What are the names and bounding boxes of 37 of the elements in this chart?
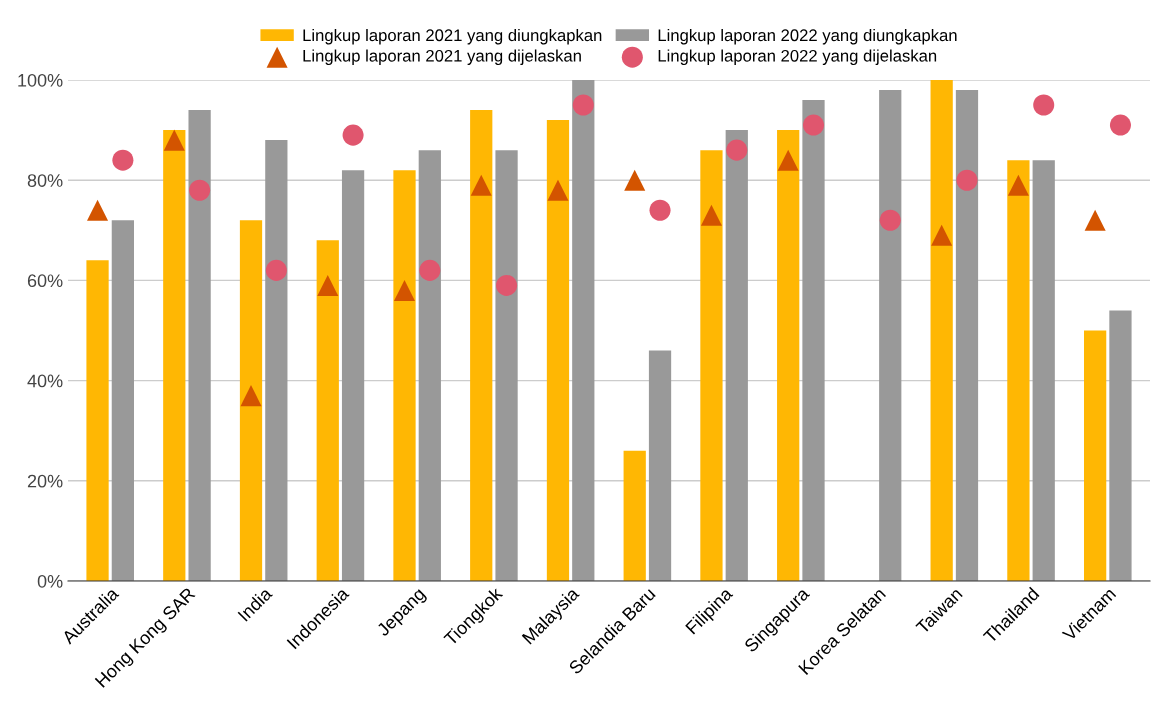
bar <box>623 450 646 581</box>
bar <box>879 90 902 581</box>
legend-label: Lingkup laporan 2021 yang dijelaskan <box>303 49 581 65</box>
bar <box>777 130 800 581</box>
bar <box>1007 160 1030 581</box>
bar <box>393 170 416 581</box>
y-tick-label: 100% <box>18 73 63 87</box>
bar <box>86 260 109 581</box>
legend-label: Lingkup laporan 2022 yang dijelaskan <box>658 49 937 65</box>
bar <box>418 150 441 581</box>
bar <box>802 100 825 581</box>
bar <box>341 170 365 581</box>
bar <box>546 120 570 581</box>
bar <box>265 140 288 581</box>
y-tick-label: 0% <box>37 574 63 588</box>
legend-label: Lingkup laporan 2022 yang diungkapkan <box>658 28 957 45</box>
bar <box>163 130 186 581</box>
bar <box>316 240 339 581</box>
bar <box>700 150 723 581</box>
bar <box>725 130 748 581</box>
bar <box>572 80 595 581</box>
bar <box>1109 310 1132 581</box>
bar <box>495 150 518 581</box>
y-tick-label: 60% <box>27 274 63 288</box>
bar <box>239 220 263 581</box>
bar <box>955 90 979 581</box>
bar <box>930 80 953 581</box>
bar <box>648 350 672 581</box>
y-tick-label: 80% <box>27 174 63 187</box>
y-tick-label: 20% <box>27 474 63 488</box>
bar <box>1084 330 1107 581</box>
bar <box>188 110 211 581</box>
legend-label: Lingkup laporan 2021 yang diungkapkan <box>303 28 602 45</box>
bar <box>111 220 134 581</box>
bar <box>1032 160 1055 581</box>
y-tick-label: 40% <box>27 374 63 388</box>
bar <box>470 110 493 581</box>
